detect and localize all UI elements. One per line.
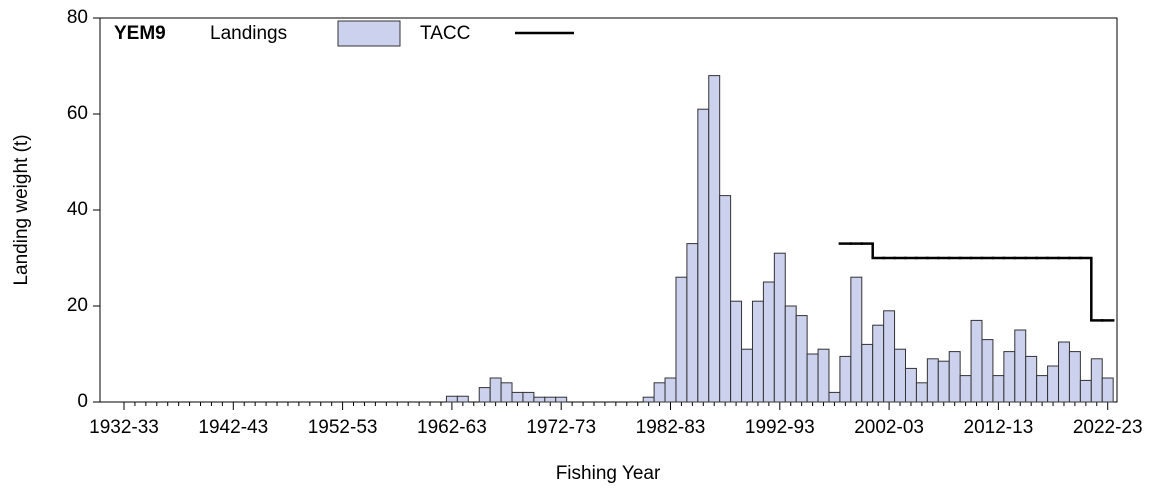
bar [642,396,655,403]
bar [456,395,469,403]
bar [653,382,666,403]
bar [741,348,753,403]
x-tick-label: 1952-53 [308,417,378,438]
bar [784,305,797,403]
x-tick-label: 2022-23 [1073,417,1143,438]
bar [478,387,491,403]
bar [1058,341,1070,403]
bar [839,355,852,403]
bar [828,391,841,403]
bar [1090,358,1103,403]
bar [664,377,677,403]
x-tick-label: 1972-73 [526,417,596,438]
y-tick-label: 0 [77,391,88,412]
plot-frame [99,17,1118,403]
bar [1025,355,1038,403]
bar [1036,375,1049,403]
y-axis-label: Landing weight (t) [11,134,32,285]
bar [806,353,819,403]
bar [959,375,972,403]
x-tick-label: 1932-33 [89,417,159,438]
bar [1003,351,1016,403]
bar [522,391,535,403]
legend-label: TACC [420,23,470,44]
legend-swatch [337,20,401,47]
bar [1079,379,1092,403]
x-tick-label: 1962-63 [417,417,487,438]
bar [686,243,699,403]
bar [544,396,557,403]
bar [751,300,764,403]
x-axis-label: Fishing Year [556,463,661,484]
bar [795,315,808,403]
bar [970,319,983,403]
bar [981,339,994,403]
x-tick-label: 2012-13 [964,417,1034,438]
x-tick-label: 1982-83 [636,417,706,438]
x-tick-label: 2002-03 [854,417,924,438]
bar [992,375,1005,403]
bar [1014,329,1027,403]
bar [1101,377,1114,403]
y-tick-label: 80 [67,7,88,28]
bar [883,310,896,403]
y-tick-label: 20 [67,295,88,316]
bar [894,348,906,403]
bar [1047,365,1060,403]
bar [762,281,775,403]
bar [719,195,732,403]
x-tick-label: 1992-93 [745,417,815,438]
x-tick-label: 1942-43 [198,417,268,438]
chart-title: YEM9 [114,23,166,44]
bar [730,300,743,403]
bar [489,377,502,403]
bar [861,343,874,403]
bar [500,382,513,403]
bar [850,276,863,403]
bar [817,348,830,403]
bar [872,324,885,403]
y-tick-label: 40 [67,199,88,220]
bar [937,360,950,403]
y-tick-label: 60 [67,103,88,124]
bar [511,391,524,403]
bar [697,108,710,403]
bar [1068,351,1081,403]
bar [708,75,721,403]
legend-label: Landings [210,23,287,44]
bar [773,252,786,403]
bar [555,396,568,403]
bar [915,382,928,403]
bar [445,395,458,403]
bar [948,351,961,403]
bar [533,396,546,403]
bar [926,358,939,403]
bar [675,276,688,403]
bar [904,367,917,403]
